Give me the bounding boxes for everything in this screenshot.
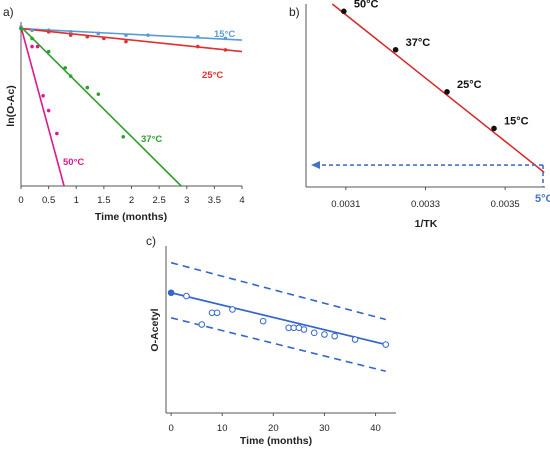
panel-b-data-point [491,125,497,132]
panel-c-data-point [167,289,175,297]
panel-a-x-tick-label: 0.5 [42,195,55,206]
panel-a-data-point [96,92,101,96]
panel-a-data-point [68,30,73,34]
panel-a-x-tick-label: 1.5 [97,195,110,206]
panel-c-x-tick-label: 0 [168,423,173,434]
panel-b-x-tick-label: 0.0035 [491,199,520,210]
panel-a-data-point [30,28,34,32]
panel-b-x-tick-label: 0.0033 [411,199,440,210]
panel-a-x-tick-label: 2.5 [153,195,166,206]
panel-a-x-label: Time (months) [95,211,167,223]
panel-a-data-point [121,135,126,139]
panel-c-data-point [331,332,338,340]
panel-a-y-label: ln(O-Ac) [5,85,17,126]
panel-a-data-point [46,108,51,113]
panel-a-x-tick-label: 1 [74,195,79,206]
panel-c-data-point [213,309,221,317]
panel-b-point-label: 50°C [354,0,379,10]
panel-a-data-point [102,36,106,41]
panel-c-x-tick-label: 10 [217,423,228,434]
panel-a-data-point [30,44,34,49]
panel-a-data-point [85,85,90,90]
panel-b-data-point [444,89,450,95]
panel-b-x-tick-label: 0.0031 [331,199,360,210]
panel-c-data-point [183,292,190,300]
panel-c-data-point [198,321,206,328]
panel-a-data-point [30,36,34,41]
panel-c-y-label: O-Acetyl [149,308,161,351]
panel-c: c) 0 10 20 30 40 O-Acetyl Time (months) [146,234,396,447]
panel-b-arrow-head [311,161,320,170]
panel-c-lower-band [170,317,386,373]
panel-b-point-label: 25°C [457,79,482,91]
panel-a-data-point [223,36,228,41]
panel-c-x-tick-label: 40 [370,423,381,434]
panel-a-data-point [124,33,128,37]
panel-c-tag: c) [146,234,156,248]
panel-a-x-tick-label: 4 [239,195,244,206]
panel-a-data-point [196,44,200,49]
panel-a: a) 0 0.5 1 1.5 2 2.5 3 3.5 4 15°C 25°C 37°C 50°C ln… [3,5,245,223]
panel-c-fit-line [170,291,386,346]
panel-a-series-label: 50°C [63,157,84,168]
panel-a-fit-line [20,26,65,187]
panel-c-data-point [382,341,390,348]
panel-b-data-point [341,8,347,15]
panel-c-data-point [229,306,236,313]
panel-b-tag: b) [289,5,300,19]
panel-b-extrapolation-label: 5°C [535,193,550,205]
panel-b-point-label: 15°C [504,115,529,127]
panel-b-point-label: 37°C [406,37,431,49]
panel-a-series-label: 37°C [141,134,162,145]
panel-b-fit-line [331,3,545,173]
panel-a-x-tick-label: 0 [18,195,23,206]
panel-a-fit-line [20,27,243,53]
panel-a-fit-line [20,26,182,187]
panel-c-data-point [351,336,359,343]
panel-a-data-point [96,31,101,36]
panel-c-x-tick-label: 20 [268,423,279,434]
panel-a-data-point [35,44,40,49]
panel-b: b) 0.0031 0.0033 0.0035 50°C 37°C 25°C 15°C 5… [289,0,550,230]
panel-a-x-tick-label: 2 [129,195,134,206]
panel-a-x-tick-label: 3.5 [208,195,221,206]
panel-a-data-point [68,33,73,37]
panel-c-x-label: Time (months) [240,435,312,447]
panel-b-x-label: 1/TK [415,218,438,230]
panel-c-data-point [321,331,328,338]
panel-a-data-point [55,131,59,136]
panel-a-series-label: 25°C [202,70,223,81]
panel-a-data-point [41,94,45,98]
panel-a-data-point [85,34,90,39]
panel-a-x-tick-label: 3 [184,195,189,206]
panel-b-data-point [392,46,399,53]
panel-a-fit-line [20,27,243,41]
panel-c-data-point [310,329,318,337]
panel-a-data-point [223,48,228,52]
panel-a-data-point [196,34,200,39]
panel-a-data-point [68,74,73,78]
panel-a-tag: a) [3,5,14,19]
panel-a-data-point [146,33,150,37]
panel-c-data-point [259,317,267,325]
panel-c-x-tick-label: 30 [319,423,330,434]
panel-a-data-point [19,26,23,31]
panel-a-data-point [46,30,51,34]
panel-c-upper-band [170,261,386,321]
panel-c-data-point [300,326,308,333]
panel-a-data-point [63,66,67,70]
panel-a-data-point [46,49,51,54]
panel-a-series-label: 15°C [214,29,235,40]
panel-a-data-point [124,39,128,44]
